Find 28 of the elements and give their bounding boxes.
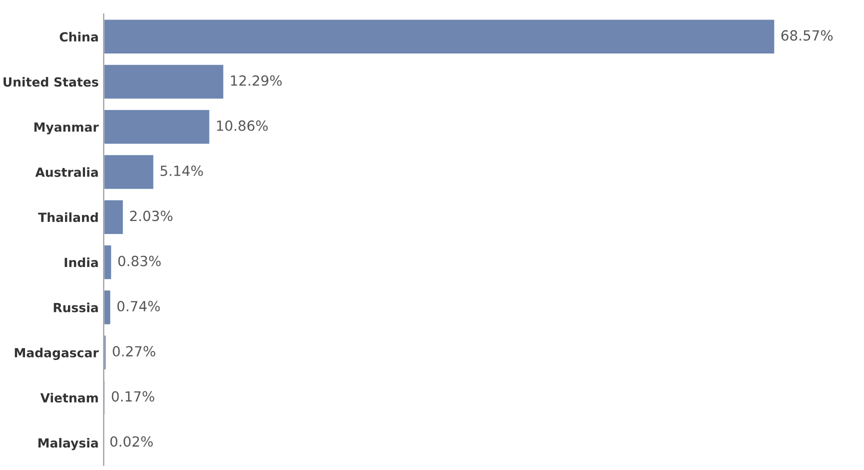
bar: [104, 108, 211, 146]
data-label: 10.86%: [217, 120, 268, 131]
y-tick-label: Madagascar: [14, 348, 99, 360]
data-label: 5.14%: [160, 166, 203, 176]
data-label: 0.83%: [118, 256, 161, 266]
y-tick-label: Malaysia: [38, 438, 98, 450]
data-label: 12.29%: [231, 75, 282, 86]
data-label: 2.03%: [130, 210, 172, 222]
y-tick-label: United States: [4, 77, 98, 87]
data-label: 68.57%: [781, 30, 833, 41]
data-label: 0.27%: [112, 346, 156, 357]
bar: [104, 334, 108, 371]
bar: [104, 198, 124, 236]
y-tick-label: Thailand: [38, 212, 98, 222]
y-tick-label: Australia: [35, 167, 98, 177]
y-tick-label: Russia: [54, 302, 98, 312]
data-label: 0.02%: [110, 436, 153, 447]
bar: [104, 63, 225, 100]
bar: [104, 289, 112, 326]
bar: [104, 18, 776, 55]
y-tick-label: Myanmar: [34, 122, 99, 134]
y-tick-label: China: [60, 32, 98, 42]
y-tick-label: Vietnam: [40, 392, 98, 403]
data-label: 0.74%: [117, 300, 160, 312]
bar: [104, 244, 112, 281]
data-label: 0.17%: [112, 391, 154, 402]
y-tick-label: India: [64, 258, 98, 268]
bar: [104, 154, 155, 190]
